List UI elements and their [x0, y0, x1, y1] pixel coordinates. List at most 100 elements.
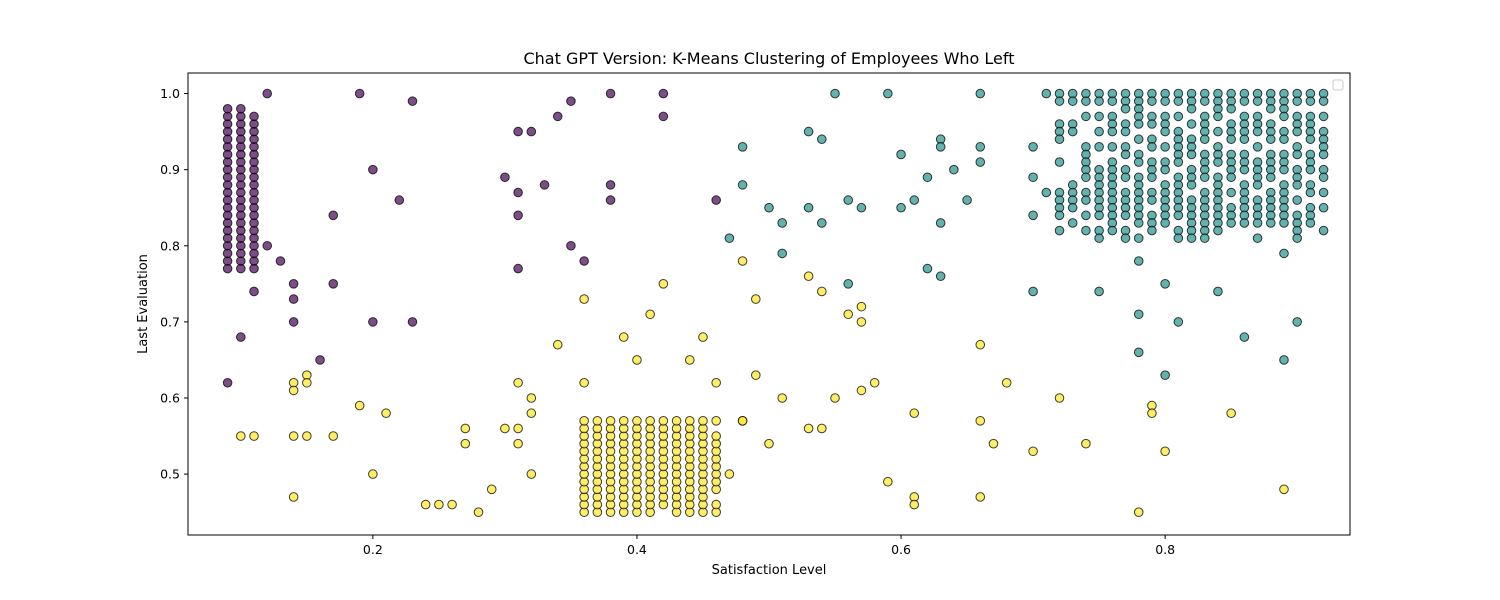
- point-cluster-0: [658, 111, 669, 122]
- point-cluster-1: [1094, 111, 1104, 122]
- point-cluster-1: [1133, 119, 1144, 129]
- point-cluster-1: [1186, 119, 1197, 129]
- point-cluster-2: [513, 377, 523, 388]
- point-cluster-1: [724, 233, 735, 243]
- y-tick-label: 1.0: [160, 86, 180, 101]
- point-cluster-1: [1094, 233, 1104, 243]
- point-cluster-2: [684, 416, 695, 426]
- point-cluster-1: [843, 195, 854, 205]
- point-cluster-1: [1028, 210, 1038, 221]
- point-cluster-1: [1279, 218, 1289, 228]
- y-tick-label: 0.8: [160, 238, 180, 253]
- point-cluster-1: [1147, 172, 1157, 183]
- point-cluster-2: [830, 393, 840, 403]
- point-cluster-1: [1252, 218, 1263, 228]
- point-cluster-1: [817, 134, 827, 145]
- point-cluster-1: [1186, 180, 1197, 190]
- point-cluster-2: [975, 339, 986, 350]
- point-cluster-2: [764, 438, 774, 449]
- point-cluster-1: [1160, 126, 1170, 137]
- point-cluster-1: [1186, 103, 1197, 114]
- point-cluster-2: [869, 377, 880, 388]
- point-cluster-0: [236, 103, 246, 114]
- point-cluster-0: [328, 279, 339, 289]
- point-cluster-1: [1041, 88, 1052, 99]
- point-cluster-1: [1252, 142, 1263, 152]
- point-cluster-1: [1054, 225, 1065, 236]
- point-cluster-1: [1279, 134, 1289, 145]
- point-cluster-1: [1147, 225, 1157, 236]
- point-cluster-1: [1173, 233, 1184, 243]
- point-cluster-0: [407, 96, 418, 106]
- point-cluster-1: [1054, 210, 1065, 221]
- point-cluster-0: [500, 172, 510, 183]
- point-cluster-2: [909, 408, 920, 419]
- point-cluster-1: [817, 218, 827, 228]
- point-cluster-2: [817, 286, 827, 297]
- point-cluster-2: [302, 377, 312, 388]
- point-cluster-1: [1318, 187, 1329, 198]
- point-cluster-1: [1186, 233, 1197, 243]
- point-cluster-1: [883, 88, 893, 99]
- point-cluster-1: [949, 164, 959, 175]
- point-cluster-2: [288, 492, 299, 502]
- point-cluster-1: [922, 172, 933, 183]
- point-cluster-1: [830, 88, 840, 99]
- point-cluster-1: [1265, 218, 1276, 228]
- point-cluster-1: [962, 195, 972, 205]
- point-cluster-2: [526, 393, 537, 403]
- point-cluster-2: [988, 438, 999, 449]
- point-cluster-1: [1199, 134, 1210, 145]
- point-cluster-0: [552, 111, 563, 122]
- point-cluster-1: [1054, 134, 1065, 145]
- point-cluster-1: [1292, 233, 1302, 243]
- point-cluster-1: [1199, 172, 1210, 183]
- point-cluster-2: [803, 271, 814, 282]
- point-cluster-1: [1265, 172, 1276, 183]
- point-cluster-1: [1147, 119, 1157, 129]
- point-cluster-1: [1199, 96, 1210, 106]
- point-cluster-1: [1067, 96, 1078, 106]
- point-cluster-1: [896, 202, 906, 213]
- point-cluster-1: [1292, 126, 1302, 137]
- point-cluster-1: [1226, 187, 1236, 198]
- point-cluster-1: [1265, 103, 1276, 114]
- point-cluster-2: [1001, 377, 1012, 388]
- point-cluster-0: [262, 88, 273, 99]
- plot-frame: [187, 72, 1351, 536]
- point-cluster-1: [1120, 210, 1131, 221]
- point-cluster-1: [1279, 164, 1289, 175]
- point-cluster-2: [526, 469, 537, 479]
- point-cluster-2: [1147, 408, 1157, 419]
- point-cluster-2: [460, 423, 471, 434]
- point-cluster-1: [935, 218, 946, 228]
- point-cluster-2: [513, 423, 523, 434]
- point-cluster-2: [632, 416, 642, 426]
- point-cluster-1: [1067, 202, 1078, 213]
- data-points: [222, 88, 1329, 517]
- point-cluster-1: [1213, 286, 1223, 297]
- point-cluster-1: [1081, 172, 1091, 183]
- point-cluster-2: [856, 301, 867, 312]
- point-cluster-1: [1292, 180, 1302, 190]
- point-cluster-1: [856, 202, 867, 213]
- point-cluster-2: [751, 294, 761, 304]
- point-cluster-0: [711, 195, 721, 205]
- point-cluster-2: [486, 484, 497, 495]
- point-cluster-0: [407, 317, 418, 327]
- point-cluster-1: [1081, 225, 1091, 236]
- point-cluster-0: [368, 164, 378, 175]
- y-axis-label: Last Evaluation: [136, 254, 151, 354]
- point-cluster-1: [935, 271, 946, 282]
- point-cluster-2: [249, 431, 259, 441]
- point-cluster-1: [803, 126, 814, 137]
- point-cluster-1: [803, 202, 814, 213]
- point-cluster-1: [1094, 210, 1104, 221]
- y-tick-label: 0.6: [160, 390, 180, 405]
- point-cluster-0: [249, 286, 259, 297]
- point-cluster-0: [566, 96, 576, 106]
- chart-title: Chat GPT Version: K-Means Clustering of …: [523, 49, 1014, 68]
- x-tick-label: 0.6: [891, 542, 911, 557]
- point-cluster-2: [618, 416, 629, 426]
- point-cluster-1: [1133, 347, 1144, 358]
